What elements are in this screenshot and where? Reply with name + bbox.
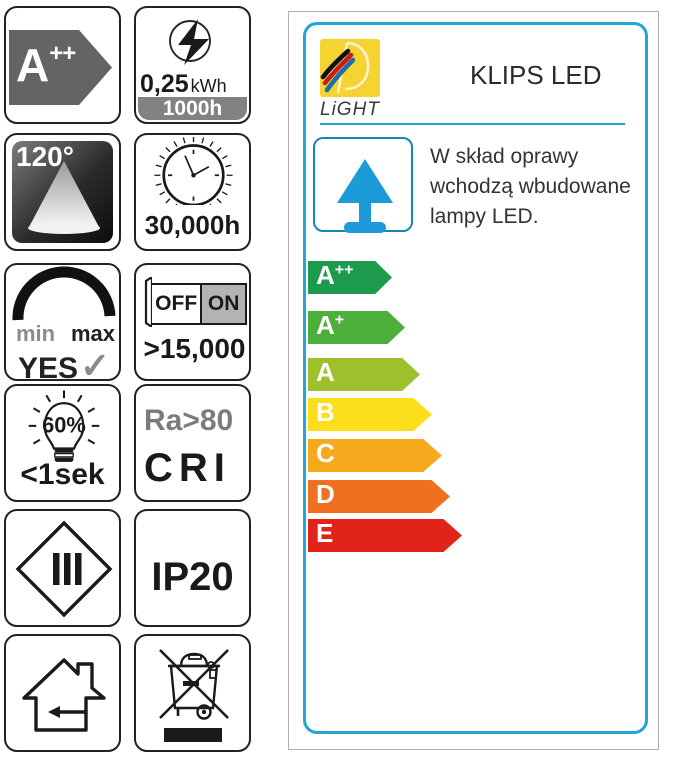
svg-text:60%: 60% [42, 413, 86, 438]
